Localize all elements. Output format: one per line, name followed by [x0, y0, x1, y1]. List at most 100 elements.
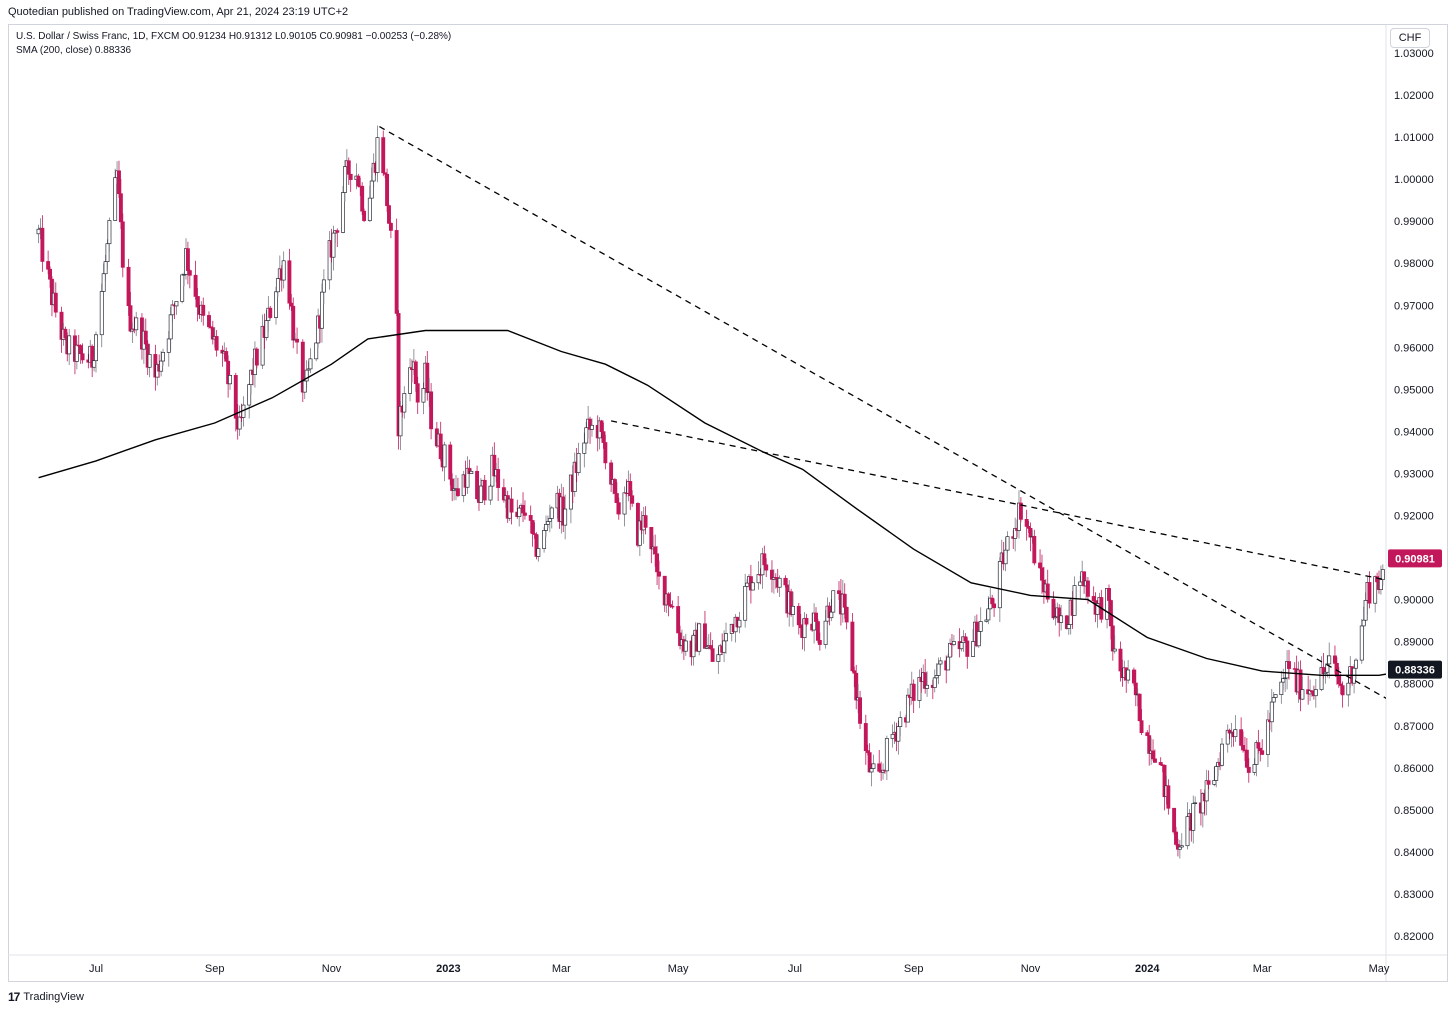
candle-body: [1179, 845, 1184, 848]
candle-body: [1085, 580, 1090, 597]
candle-body: [387, 205, 391, 224]
candle-body: [143, 330, 148, 345]
candle-body: [815, 621, 820, 641]
candle-body: [442, 444, 447, 468]
candle-body: [959, 642, 964, 650]
last-price-label-bg: [1388, 549, 1442, 568]
candle-body: [599, 420, 604, 433]
candle-body: [1133, 682, 1138, 696]
candle-body: [120, 221, 125, 268]
candle-body: [536, 548, 541, 557]
candle-body: [168, 314, 173, 340]
candle-body: [193, 274, 198, 297]
candle-body: [1212, 780, 1217, 785]
candle-body: [630, 495, 635, 504]
candle-body: [147, 354, 152, 368]
candle-body: [509, 498, 514, 513]
candle-body: [113, 177, 118, 221]
candle-body: [195, 296, 200, 308]
candle-body: [1265, 719, 1270, 755]
candle-body: [1206, 780, 1211, 785]
candle-body: [1153, 758, 1157, 763]
candle-body: [1375, 576, 1380, 583]
candle-body: [898, 717, 903, 727]
candle-body: [1367, 582, 1372, 604]
candle-body: [971, 641, 975, 657]
candle-body: [946, 656, 951, 671]
candle-body: [1072, 585, 1077, 616]
candle-body: [1233, 729, 1238, 738]
candle-body: [877, 763, 882, 772]
candle-body: [302, 380, 307, 393]
candle-body: [986, 608, 991, 621]
candle-body: [105, 243, 110, 262]
y-tick-label: 0.86000: [1394, 763, 1434, 775]
candle-body: [180, 274, 185, 302]
candle-body: [185, 248, 190, 271]
candle-body: [1361, 619, 1366, 627]
candle-body: [804, 617, 809, 625]
candle-body: [254, 348, 259, 366]
y-tick-label: 1.03000: [1394, 48, 1434, 60]
candle-body: [166, 338, 171, 353]
candle-body: [99, 291, 104, 336]
currency-button[interactable]: CHF: [1390, 28, 1430, 48]
candle-body: [576, 453, 581, 473]
candle-body: [783, 577, 788, 586]
candle-body: [905, 694, 910, 723]
x-tick-label: Jul: [788, 963, 802, 975]
candle-body: [603, 442, 608, 464]
candle-body: [264, 320, 269, 338]
trendline: [379, 126, 1386, 700]
candle-body: [475, 470, 480, 500]
candle-body: [1032, 535, 1037, 564]
candle-body: [295, 338, 300, 343]
candle-body: [335, 230, 340, 233]
tradingview-logo-icon: 17: [8, 990, 20, 1004]
candle-body: [522, 512, 527, 516]
candle-body: [128, 305, 133, 332]
candle-body: [697, 623, 702, 652]
candle-body: [381, 137, 386, 174]
candle-body: [590, 424, 594, 430]
candle-body: [1269, 701, 1274, 723]
candle-body: [161, 352, 165, 362]
sma-200-line: [38, 329, 1386, 676]
candle-body: [1051, 598, 1056, 619]
candle-body: [1185, 816, 1190, 847]
candle-body: [1271, 697, 1276, 703]
candle-body: [545, 521, 550, 525]
y-tick-label: 0.93000: [1394, 468, 1434, 480]
candle-body: [101, 273, 106, 292]
candle-body: [547, 518, 552, 522]
candle-body: [1402, 545, 1405, 547]
candle-body: [1363, 600, 1368, 621]
y-tick-label: 0.87000: [1394, 721, 1434, 733]
candle-body: [563, 508, 568, 526]
candle-body: [544, 523, 548, 531]
candle-body: [1139, 720, 1144, 734]
candle-body: [1395, 575, 1398, 583]
candle-body: [1256, 742, 1261, 749]
candle-body: [1260, 750, 1265, 755]
candle-body: [1166, 785, 1171, 809]
candle-body: [275, 278, 280, 293]
candle-body: [1005, 536, 1010, 551]
candle-body: [247, 384, 252, 406]
candle-body: [601, 431, 606, 443]
candle-body: [1059, 615, 1064, 623]
candle-body: [331, 232, 336, 258]
candle-body: [469, 470, 474, 474]
candle-body: [1346, 682, 1351, 696]
candle-body: [1003, 549, 1008, 565]
x-tick-label: May: [668, 963, 689, 975]
candle-body: [40, 227, 45, 262]
candle-body: [1028, 528, 1033, 538]
candle-body: [1246, 766, 1251, 773]
y-tick-label: 0.90000: [1394, 595, 1434, 607]
candle-body: [107, 220, 112, 245]
footer-brand: TradingView: [23, 991, 84, 1003]
x-tick-label: 2023: [436, 963, 460, 975]
candle-body: [1380, 569, 1385, 580]
